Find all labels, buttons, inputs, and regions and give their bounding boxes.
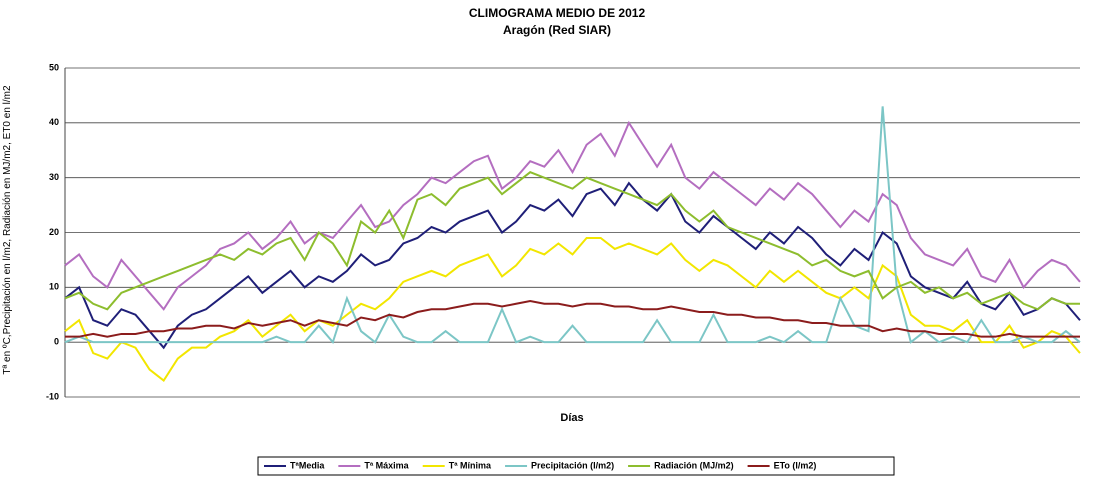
legend-label: Precipitación (l/m2)	[531, 460, 614, 470]
y-tick-label: 0	[54, 337, 59, 347]
y-axis-label: Tª en ºC,Precipitación en l/m2, Radiació…	[2, 85, 13, 375]
y-tick-label: 10	[49, 282, 59, 292]
series-line	[64, 236, 1081, 383]
x-axis-label: Días	[560, 412, 583, 424]
series-line	[64, 171, 1080, 311]
legend-label: Tª Máxima	[364, 460, 409, 470]
legend-label: Tª Mínima	[449, 460, 492, 470]
y-tick-label: 20	[49, 227, 59, 237]
y-tick-label: 30	[49, 172, 59, 182]
series-line	[64, 106, 1081, 345]
chart-title: CLIMOGRAMA MEDIO DE 2012	[469, 6, 646, 20]
chart-subtitle: Aragón (Red SIAR)	[503, 23, 611, 37]
legend-box	[257, 456, 895, 476]
series-line	[65, 300, 1080, 338]
y-tick-label: 50	[49, 62, 59, 72]
y-tick-label: 40	[49, 117, 59, 127]
y-tick-label: -10	[46, 391, 59, 401]
legend-label: ETo (l/m2)	[774, 460, 817, 470]
series-line	[64, 181, 1081, 350]
legend-label: Radiación (MJ/m2)	[654, 460, 734, 470]
series-line	[64, 120, 1081, 311]
legend-label: TªMedia	[290, 460, 325, 470]
